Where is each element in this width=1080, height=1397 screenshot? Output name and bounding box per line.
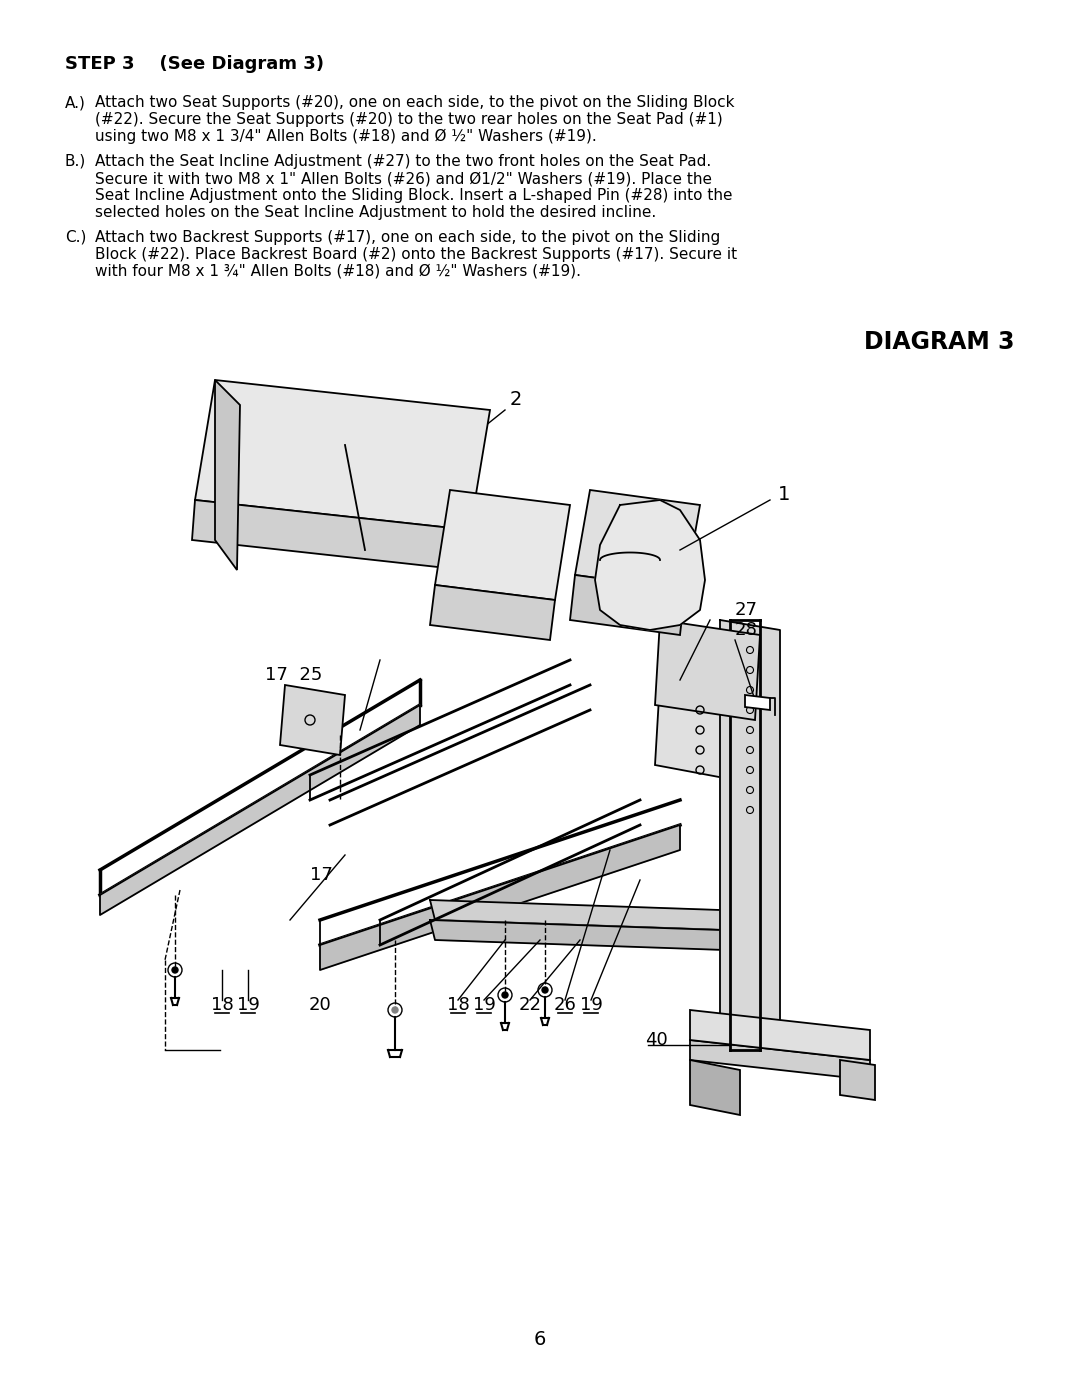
Text: 19: 19 xyxy=(237,996,259,1014)
Text: Block (#22). Place Backrest Board (#2) onto the Backrest Supports (#17). Secure : Block (#22). Place Backrest Board (#2) o… xyxy=(95,247,738,263)
Text: A.): A.) xyxy=(65,95,86,110)
Polygon shape xyxy=(840,1060,875,1099)
Polygon shape xyxy=(575,490,700,590)
Polygon shape xyxy=(195,380,490,529)
Text: selected holes on the Seat Incline Adjustment to hold the desired incline.: selected holes on the Seat Incline Adjus… xyxy=(95,205,657,219)
Text: Secure it with two M8 x 1" Allen Bolts (#26) and Ø1/2" Washers (#19). Place the: Secure it with two M8 x 1" Allen Bolts (… xyxy=(95,170,712,186)
Text: Seat Incline Adjustment onto the Sliding Block. Insert a L-shaped Pin (#28) into: Seat Incline Adjustment onto the Sliding… xyxy=(95,189,732,203)
Text: C.): C.) xyxy=(65,231,86,244)
Polygon shape xyxy=(690,1060,740,1115)
Text: 17  25: 17 25 xyxy=(265,666,322,685)
Polygon shape xyxy=(435,490,570,599)
Polygon shape xyxy=(192,500,470,570)
Text: 2: 2 xyxy=(510,390,523,409)
Text: (#22). Secure the Seat Supports (#20) to the two rear holes on the Seat Pad (#1): (#22). Secure the Seat Supports (#20) to… xyxy=(95,112,723,127)
Circle shape xyxy=(392,1007,399,1013)
Polygon shape xyxy=(654,680,740,780)
Text: 17: 17 xyxy=(310,866,333,884)
Polygon shape xyxy=(570,576,685,636)
Circle shape xyxy=(542,988,548,993)
Polygon shape xyxy=(320,826,680,970)
Text: 1: 1 xyxy=(778,485,791,504)
Polygon shape xyxy=(654,620,760,719)
Polygon shape xyxy=(720,620,780,1055)
Text: 40: 40 xyxy=(645,1031,667,1049)
Text: 18: 18 xyxy=(447,996,470,1014)
Text: Attach two Seat Supports (#20), one on each side, to the pivot on the Sliding Bl: Attach two Seat Supports (#20), one on e… xyxy=(95,95,734,110)
Polygon shape xyxy=(430,921,725,950)
Polygon shape xyxy=(690,1010,870,1060)
Text: 28: 28 xyxy=(735,622,758,638)
Text: 20: 20 xyxy=(309,996,332,1014)
Text: 27: 27 xyxy=(735,601,758,619)
Text: STEP 3    (See Diagram 3): STEP 3 (See Diagram 3) xyxy=(65,54,324,73)
Polygon shape xyxy=(595,500,705,630)
Polygon shape xyxy=(430,900,725,930)
Text: 18: 18 xyxy=(211,996,233,1014)
Polygon shape xyxy=(100,705,420,915)
Circle shape xyxy=(502,992,508,997)
Text: Attach two Backrest Supports (#17), one on each side, to the pivot on the Slidin: Attach two Backrest Supports (#17), one … xyxy=(95,231,720,244)
Circle shape xyxy=(172,967,178,972)
Polygon shape xyxy=(690,1039,870,1080)
Text: 6: 6 xyxy=(534,1330,546,1350)
Text: with four M8 x 1 ¾" Allen Bolts (#18) and Ø ½" Washers (#19).: with four M8 x 1 ¾" Allen Bolts (#18) an… xyxy=(95,264,581,279)
Text: Attach the Seat Incline Adjustment (#27) to the two front holes on the Seat Pad.: Attach the Seat Incline Adjustment (#27)… xyxy=(95,154,712,169)
Polygon shape xyxy=(280,685,345,754)
Text: using two M8 x 1 3/4" Allen Bolts (#18) and Ø ½" Washers (#19).: using two M8 x 1 3/4" Allen Bolts (#18) … xyxy=(95,129,597,144)
Text: DIAGRAM 3: DIAGRAM 3 xyxy=(864,330,1015,353)
Polygon shape xyxy=(430,585,555,640)
Text: B.): B.) xyxy=(65,154,86,169)
Text: 22: 22 xyxy=(518,996,541,1014)
Polygon shape xyxy=(745,694,770,710)
Text: 19: 19 xyxy=(473,996,496,1014)
Polygon shape xyxy=(215,380,240,570)
Text: 26: 26 xyxy=(554,996,577,1014)
Text: 19: 19 xyxy=(580,996,603,1014)
